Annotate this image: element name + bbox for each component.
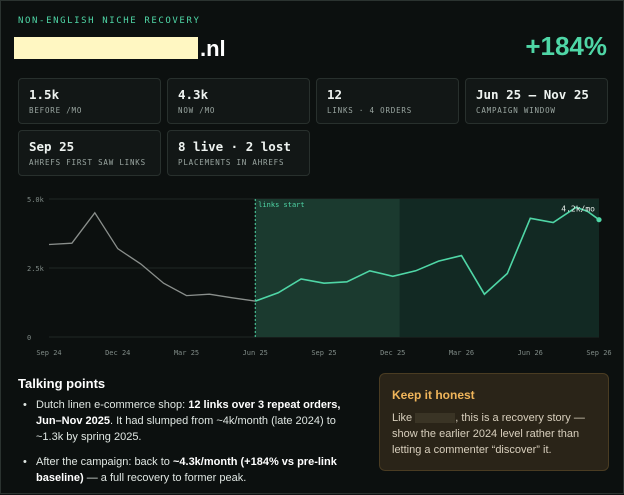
stat-label: BEFORE /MO [29, 106, 83, 115]
stat-card-links: 12 LINKS · 4 ORDERS [316, 78, 459, 124]
x-tick-label: Sep 25 [311, 349, 336, 357]
pre-campaign-line [48, 211, 256, 302]
stat-value: 12 [327, 87, 343, 102]
stat-label: NOW /MO [178, 106, 216, 115]
point-text: — a full recovery to former peak. [83, 472, 247, 484]
stat-label: CAMPAIGN WINDOW [476, 106, 556, 115]
stat-label: LINKS · 4 ORDERS [327, 106, 413, 115]
stat-value: 1.5k [29, 87, 60, 102]
x-tick-label: Jun 26 [518, 349, 543, 357]
domain-suffix: .nl [200, 36, 226, 61]
end-point-marker [596, 217, 602, 223]
traffic-change-headline: +184% [525, 31, 607, 61]
stat-value: 4.3k [178, 87, 209, 102]
stat-card-placements: 8 live · 2 lost PLACEMENTS IN AHREFS [167, 130, 310, 176]
x-tick-label: Dec 24 [105, 349, 130, 357]
y-tick-label: 2.5k [27, 265, 45, 273]
links-start-label: links start [258, 201, 304, 209]
x-tick-label: Jun 25 [243, 349, 268, 357]
point-text: . It had slumped from ~4k/month (late 20… [36, 415, 336, 443]
card-text: Like , this is a recovery story — show t… [392, 410, 598, 458]
list-item: • After the campaign: back to ~4.3k/month… [18, 454, 358, 486]
point-emphasis: ~4.3k/month (+184% vs pre-link baseline) [36, 456, 337, 484]
campaign-window-region [255, 199, 400, 337]
bullet-icon: • [23, 399, 27, 411]
stat-label: PLACEMENTS IN AHREFS [178, 158, 285, 167]
x-tick-label: Mar 26 [449, 349, 474, 357]
keep-it-honest-card: Keep it honest Like , this is a recovery… [379, 373, 609, 471]
redacted-site-name [415, 413, 456, 424]
card-text-pre: Like [392, 412, 416, 424]
x-tick-label: Dec 25 [380, 349, 405, 357]
card-title: Keep it honest [392, 388, 475, 402]
list-item: • Dutch linen e-commerce shop: 12 links o… [18, 397, 358, 445]
stat-card-ahrefs-first-seen: Sep 25 AHREFS FIRST SAW LINKS [18, 130, 161, 176]
y-tick-label: 5.0k [27, 196, 45, 204]
point-text: After the campaign: back to [36, 456, 173, 468]
site-domain: .nl [14, 36, 226, 62]
traffic-line-chart: 5.0k 2.5k 0 Sep 24 Dec 24 Mar 25 Jun 25 Sep 25 D… [27, 196, 612, 357]
stat-card-campaign-window: Jun 25 – Nov 25 CAMPAIGN WINDOW [465, 78, 608, 124]
stat-value: Sep 25 [29, 139, 75, 154]
talking-points-heading: Talking points [18, 376, 106, 391]
x-tick-label: Sep 24 [36, 349, 61, 357]
card-text-post: , this is a recovery story — show the ea… [392, 412, 585, 456]
talking-points-list: • Dutch linen e-commerce shop: 12 links o… [18, 397, 358, 495]
redacted-domain-name [14, 37, 198, 60]
point-text: Dutch linen e-commerce shop: [36, 399, 189, 411]
stat-card-before: 1.5k BEFORE /MO [18, 78, 161, 124]
stat-value: 8 live · 2 lost [178, 139, 291, 154]
bullet-icon: • [23, 456, 27, 468]
eyebrow-label: NON-ENGLISH NICHE RECOVERY [18, 16, 201, 26]
point-emphasis: 12 links over 3 repeat orders, Jun–Nov 2… [36, 399, 341, 427]
stat-card-now: 4.3k NOW /MO [167, 78, 310, 124]
end-value-label: 4.2k/mo [561, 205, 595, 214]
x-tick-label: Mar 25 [174, 349, 199, 357]
stat-label: AHREFS FIRST SAW LINKS [29, 158, 146, 167]
y-tick-label: 0 [27, 334, 31, 342]
x-tick-label: Sep 26 [586, 349, 611, 357]
post-campaign-line [255, 206, 600, 302]
stat-value: Jun 25 – Nov 25 [476, 87, 589, 102]
